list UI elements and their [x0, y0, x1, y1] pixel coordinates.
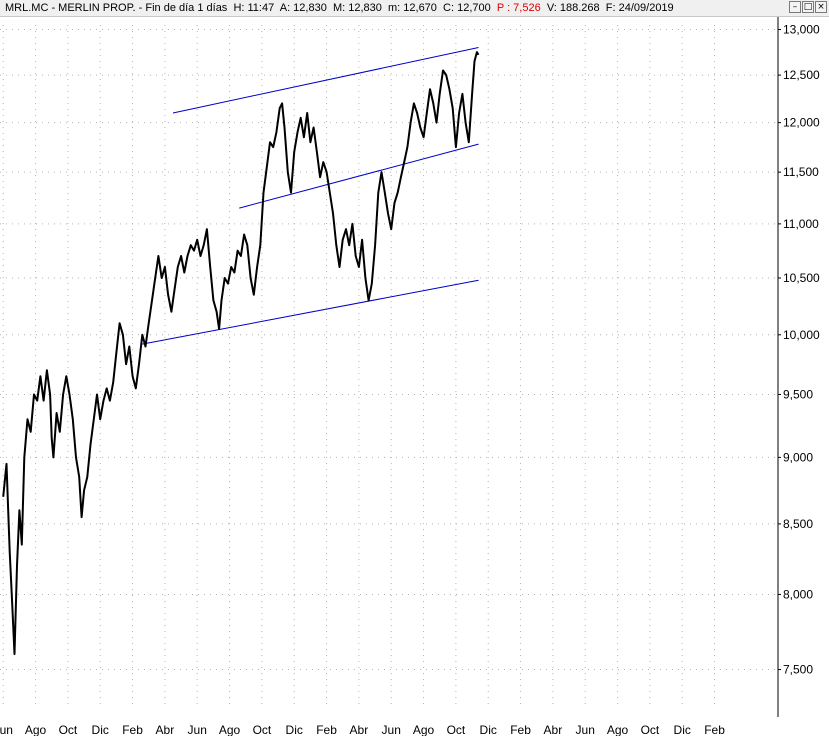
close-label: C: 12,700	[443, 2, 491, 14]
x-tick-label: Jun	[382, 723, 401, 736]
price-chart[interactable]: 7,500 8,000 8,500 9,000 9,500 10,000 10,500 11,…	[0, 17, 829, 736]
close-button[interactable]: ×	[815, 1, 827, 13]
x-tick-label: Abr	[156, 723, 175, 736]
x-tick-label: Jun	[188, 723, 207, 736]
y-tick-label: 8,000	[783, 587, 813, 601]
trend-line	[172, 47, 479, 114]
change-label: P : 7,526	[496, 2, 541, 14]
x-tick-label: Feb	[510, 723, 531, 736]
price-series-line	[2, 51, 480, 656]
trend-line	[239, 143, 479, 209]
window-controls: – □ ×	[789, 1, 827, 13]
x-tick-label: Feb	[316, 723, 337, 736]
min-label: m: 12,670	[388, 2, 437, 14]
trend-line	[142, 279, 479, 345]
x-tick-label: Ago	[25, 723, 47, 736]
y-tick-label: 9,000	[783, 450, 813, 464]
x-tick-label: Jun	[0, 723, 13, 736]
y-tick-label: 12,500	[783, 68, 820, 82]
x-tick-label: Oct	[641, 723, 660, 736]
x-tick-label: Ago	[413, 723, 435, 736]
y-tick-label: 11,000	[783, 217, 819, 231]
y-tick-label: 11,500	[783, 165, 819, 179]
x-tick-label: Abr	[544, 723, 563, 736]
y-tick-label: 7,500	[783, 663, 813, 677]
y-tick-label: 10,000	[783, 328, 820, 342]
y-tick-label: 9,500	[783, 387, 813, 401]
x-tick-label: Dic	[92, 723, 109, 736]
chart-title: MRL.MC - MERLIN PROP. - Fin de día 1 día…	[5, 2, 674, 14]
x-tick-label: Oct	[59, 723, 78, 736]
open-label: A: 12,830	[279, 2, 327, 14]
x-tick-label: Abr	[350, 723, 369, 736]
minimize-button[interactable]: –	[789, 1, 801, 13]
x-tick-label: Feb	[122, 723, 143, 736]
date-label: F: 24/09/2019	[605, 2, 674, 14]
y-tick-label: 10,500	[783, 271, 820, 285]
x-tick-label: Dic	[480, 723, 497, 736]
x-tick-label: Ago	[607, 723, 629, 736]
y-tick-label: 13,000	[783, 22, 820, 36]
title-bar: MRL.MC - MERLIN PROP. - Fin de día 1 día…	[0, 0, 829, 17]
maximize-button[interactable]: □	[802, 1, 814, 13]
x-tick-label: Oct	[253, 723, 272, 736]
y-tick-label: 8,500	[783, 517, 813, 531]
x-tick-label: Dic	[286, 723, 303, 736]
x-tick-label: Oct	[447, 723, 466, 736]
x-tick-label: Jun	[576, 723, 595, 736]
y-tick-label: 12,000	[783, 116, 820, 130]
x-tick-label: Feb	[704, 723, 725, 736]
volume-label: V: 188.268	[546, 2, 600, 14]
max-label: M: 12,830	[332, 2, 382, 14]
symbol-label: MRL.MC - MERLIN PROP. - Fin de día 1 día…	[5, 2, 228, 14]
x-tick-label: Ago	[219, 723, 241, 736]
x-tick-label: Dic	[674, 723, 691, 736]
high-label: H: 11:47	[233, 2, 275, 14]
